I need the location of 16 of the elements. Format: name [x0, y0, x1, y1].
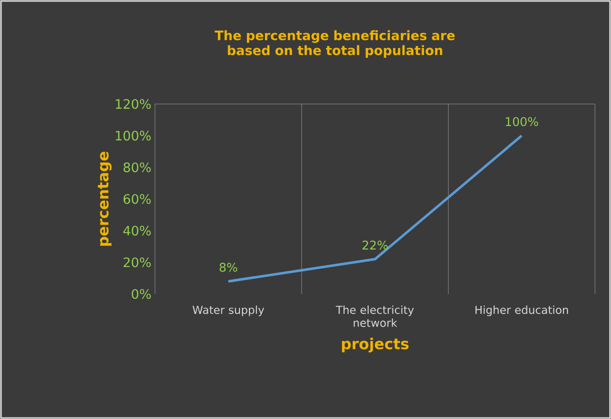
x-tick-label: Higher education: [476, 306, 568, 316]
y-tick-label: 20%: [124, 257, 151, 268]
text: 22%: [362, 240, 388, 250]
text: 100%: [506, 117, 538, 126]
text: 8%: [220, 262, 238, 272]
y-tick-label: 120%: [116, 99, 151, 109]
y-tick-label: 0%: [132, 289, 151, 299]
y-axis-title: percentage: [98, 152, 112, 246]
y-tick-label: 40%: [123, 226, 151, 236]
x-axis-title: projects: [342, 338, 409, 352]
y-tick-label: 80%: [124, 162, 151, 172]
x-tick-label: The electricity network: [336, 306, 414, 327]
chart-title: The percentage beneficiaries are based on the total population: [214, 30, 455, 58]
y-tick-label: 60%: [124, 194, 151, 204]
y-tick-label: 100%: [116, 130, 151, 141]
x-tick-label: Water supply: [192, 306, 264, 316]
